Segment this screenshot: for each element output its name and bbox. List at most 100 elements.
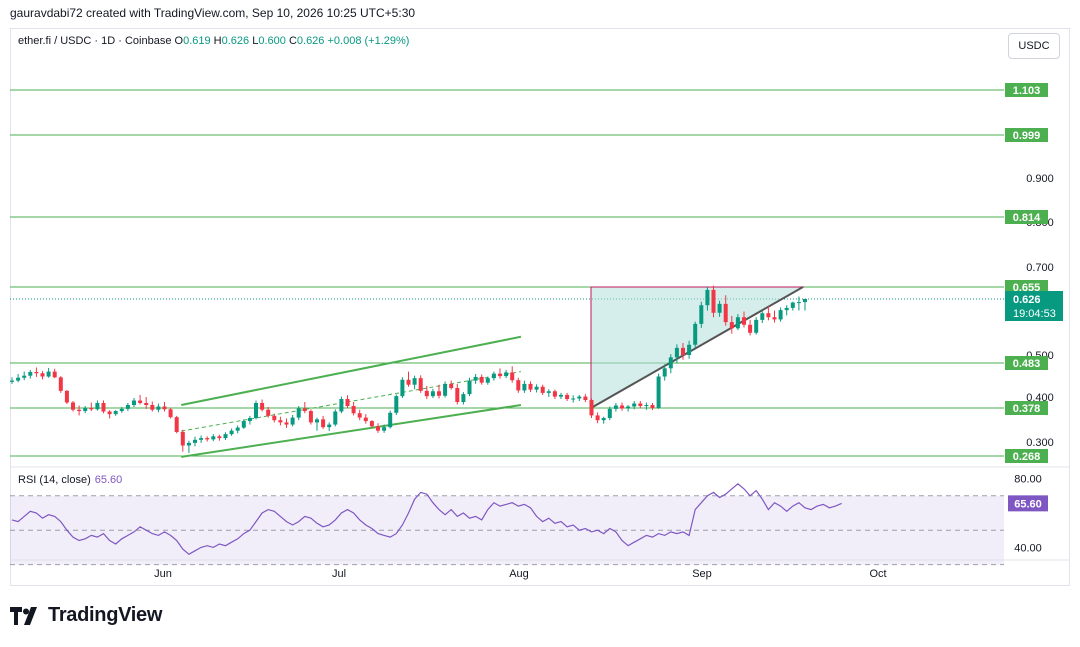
last-price-tag: 0.626 19:04:53 [1005, 291, 1063, 321]
currency-button[interactable]: USDC [1008, 33, 1060, 59]
rsi-legend: RSI (14, close) 65.60 [18, 474, 122, 486]
time-axis: Jun Jul Aug Sep Oct [10, 559, 1069, 580]
candle [412, 375, 417, 390]
candle-body [266, 409, 271, 416]
candle [559, 392, 563, 399]
candle [668, 354, 673, 374]
channel-lower-line [181, 404, 522, 458]
candle [583, 394, 588, 402]
candle-body [699, 305, 704, 324]
candle [687, 340, 692, 359]
candle [638, 401, 643, 409]
candle [254, 400, 258, 420]
candle [327, 422, 332, 432]
candle [650, 403, 655, 411]
candle-body [632, 403, 637, 407]
candle-body [687, 344, 692, 355]
candle-body [626, 406, 631, 409]
candle-body [601, 418, 606, 421]
candle-body [674, 347, 679, 358]
candle [290, 414, 295, 427]
time-tick-label: Jun [154, 568, 172, 580]
channel-upper-line [181, 335, 522, 406]
candle [491, 371, 496, 381]
candle-body [150, 405, 155, 410]
candle [247, 415, 252, 425]
candle [71, 401, 75, 412]
candle-body [424, 390, 429, 397]
candle-body [479, 376, 484, 383]
candle-body [766, 313, 771, 318]
candles [10, 285, 807, 453]
time-tick-label: Oct [869, 568, 886, 580]
candle [95, 400, 100, 411]
candle [400, 377, 405, 398]
candle-body [772, 317, 777, 320]
candle [485, 376, 490, 385]
tradingview-logo[interactable]: TradingView [10, 604, 162, 627]
candle-body [485, 378, 490, 383]
candle [449, 380, 454, 390]
low-label: L [252, 35, 259, 47]
candle-body [34, 372, 39, 374]
candle-body [607, 408, 612, 419]
candle [168, 408, 173, 419]
candle [223, 432, 228, 440]
candle-body [638, 403, 643, 406]
candle [784, 305, 789, 316]
candle-body [321, 419, 326, 428]
rsi-tag-label: 65.60 [1014, 498, 1042, 510]
candle-body [83, 408, 88, 412]
candle [199, 435, 204, 443]
candle-body [583, 396, 588, 400]
candle [443, 381, 448, 398]
candle [498, 368, 502, 379]
level-tag-bg [1005, 401, 1048, 415]
candle-body [705, 289, 710, 306]
candle [754, 317, 759, 335]
candle [10, 377, 14, 384]
candle [644, 402, 649, 410]
candle [430, 388, 435, 398]
candle-body [644, 405, 649, 406]
candle [406, 371, 411, 387]
candle-body [217, 436, 222, 439]
candle [540, 384, 545, 395]
candle-body [577, 396, 582, 399]
candle-body [516, 380, 521, 391]
candle-body [272, 415, 277, 421]
candle [388, 410, 393, 429]
candle-body [735, 317, 740, 329]
last-price-label: 0.626 [1013, 294, 1041, 306]
candle [132, 398, 136, 407]
change-value: +0.008 (+1.29%) [327, 35, 410, 47]
candle-body [327, 424, 332, 428]
candle [589, 398, 594, 419]
candle [778, 307, 783, 322]
candle-body [357, 413, 362, 418]
candle-body [790, 302, 795, 308]
candle [345, 395, 350, 408]
candle-body [412, 378, 417, 385]
candle-body [205, 438, 210, 440]
candle-body [345, 399, 350, 406]
candle [64, 390, 69, 404]
candle [278, 416, 283, 426]
level-price-tag: 0.814 [1005, 210, 1048, 224]
candle-body [717, 303, 722, 313]
candle-body [211, 436, 216, 440]
level-tag-label: 0.268 [1013, 451, 1041, 463]
candle [742, 311, 746, 328]
candle-body [71, 402, 75, 410]
candle-body [107, 411, 112, 415]
candle [40, 371, 45, 380]
candle [162, 402, 167, 412]
candle-body [522, 383, 527, 391]
candle-body [156, 406, 161, 410]
candle-body [144, 403, 149, 405]
chart-frame [10, 28, 1070, 586]
candle-body [296, 408, 301, 418]
candle [510, 366, 515, 383]
level-price-tag: 1.103 [1005, 83, 1048, 97]
